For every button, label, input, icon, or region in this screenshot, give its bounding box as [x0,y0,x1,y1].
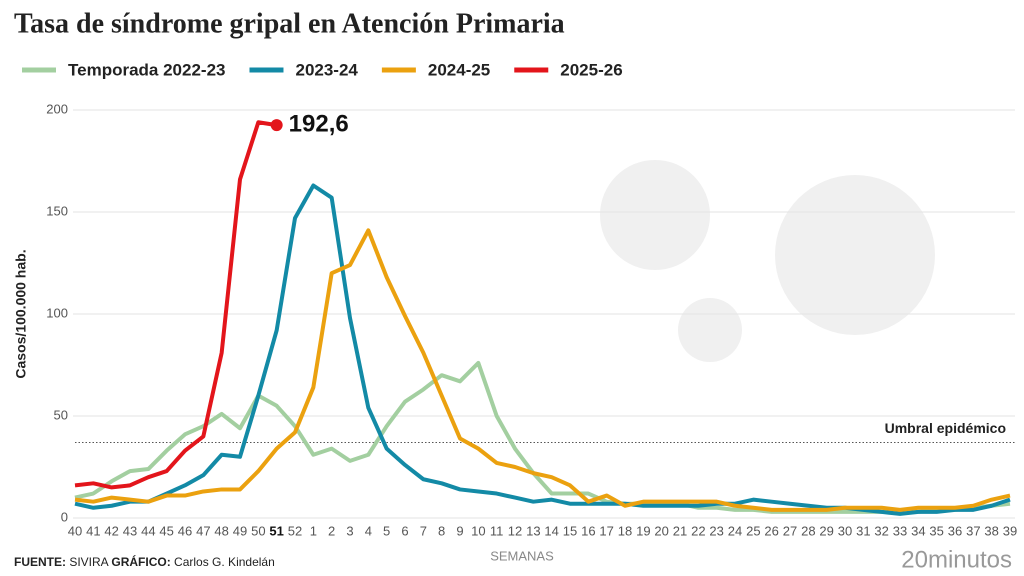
x-tick-label: 39 [1003,523,1017,538]
threshold-label: Umbral epidémico [885,420,1006,436]
x-tick-label: 8 [438,523,445,538]
x-tick-label: 7 [420,523,427,538]
x-tick-label: 24 [728,523,742,538]
x-tick-label: 10 [471,523,485,538]
series-line [74,360,1011,514]
x-tick-label: 31 [856,523,870,538]
x-tick-label: 18 [618,523,632,538]
x-tick-label: 49 [233,523,247,538]
x-tick-label: 25 [746,523,760,538]
x-tick-label: 23 [709,523,723,538]
legend-label: 2023-24 [295,60,358,79]
footer-source: FUENTE: SIVIRA GRÁFICO: Carlos G. Kindel… [14,554,275,569]
x-tick-label: 2 [328,523,335,538]
y-axis-label: Casos/100.000 hab. [13,249,29,378]
x-tick-label: 11 [490,523,504,538]
legend-label: 2025-26 [560,60,622,79]
x-tick-label: 29 [819,523,833,538]
x-tick-label: 33 [893,523,907,538]
x-tick-label: 38 [984,523,998,538]
y-tick-label: 200 [46,101,68,116]
x-tick-label: 17 [599,523,613,538]
y-tick-label: 150 [46,203,68,218]
x-tick-label: 9 [456,523,463,538]
x-tick-label: 21 [673,523,687,538]
x-tick-label: 3 [346,523,353,538]
source: SIVIRA [69,555,108,569]
y-tick-label: 50 [54,407,68,422]
x-tick-label: 35 [929,523,943,538]
x-tick-label: 30 [838,523,852,538]
x-tick-label: 13 [526,523,540,538]
x-tick-label: 52 [288,523,302,538]
x-tick-label: 41 [86,523,100,538]
x-axis-label: SEMANAS [490,548,554,563]
x-tick-label: 42 [104,523,118,538]
x-tick-label: 4 [365,523,372,538]
x-tick-label: 20 [654,523,668,538]
x-tick-label: 6 [401,523,408,538]
x-tick-label: 36 [948,523,962,538]
credit-label: GRÁFICO: [111,554,170,569]
x-tick-label: 51 [269,523,283,538]
x-tick-label: 43 [123,523,137,538]
x-tick-label: 14 [544,523,558,538]
x-tick-label: 22 [691,523,705,538]
x-tick-label: 50 [251,523,265,538]
x-tick-label: 26 [764,523,778,538]
x-tick-label: 15 [563,523,577,538]
x-tick-label: 47 [196,523,210,538]
credit: Carlos G. Kindelán [174,555,275,569]
x-tick-label: 46 [178,523,192,538]
series-line [74,228,1011,512]
y-tick-label: 100 [46,305,68,320]
x-tick-label: 45 [159,523,173,538]
y-tick-label: 0 [61,509,68,524]
x-tick-label: 19 [636,523,650,538]
legend-label: Temporada 2022-23 [68,60,225,79]
x-tick-label: 32 [874,523,888,538]
x-tick-label: 34 [911,523,925,538]
value-label: 192,6 [289,110,349,137]
x-tick-label: 44 [141,523,155,538]
x-tick-label: 1 [310,523,317,538]
x-tick-label: 48 [214,523,228,538]
x-tick-label: 12 [508,523,522,538]
legend-label: 2024-25 [428,60,490,79]
virus-decoration [600,160,935,362]
logo: 20minutos [901,546,1012,573]
x-tick-label: 16 [581,523,595,538]
x-tick-label: 5 [383,523,390,538]
x-tick-label: 27 [783,523,797,538]
chart-title: Tasa de síndrome gripal en Atención Prim… [14,8,565,39]
source-label: FUENTE: [14,555,66,569]
end-point [270,119,283,132]
x-tick-label: 40 [68,523,82,538]
x-tick-label: 28 [801,523,815,538]
x-tick-label: 37 [966,523,980,538]
series-line [74,120,277,490]
